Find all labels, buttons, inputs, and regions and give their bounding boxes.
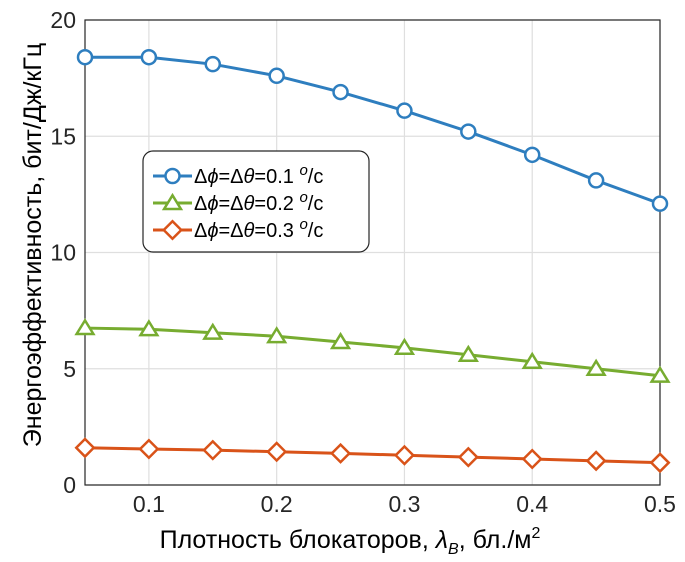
circle-marker xyxy=(140,48,158,66)
triangle-marker xyxy=(585,358,607,376)
x-axis-label: Плотность блокаторов, λB, бл./м2 xyxy=(160,525,541,558)
y-axis-label: Энергоэффективность, бит/Дж/кГц xyxy=(19,43,47,447)
diamond-marker xyxy=(202,439,224,461)
circle-marker xyxy=(396,102,413,119)
circle-marker xyxy=(76,48,94,66)
legend-box xyxy=(142,150,370,253)
series-lines xyxy=(74,48,671,474)
circle-marker xyxy=(332,83,349,101)
diamond-marker xyxy=(585,450,607,472)
circle-marker xyxy=(651,195,669,212)
y-tick-label: 20 xyxy=(50,7,76,33)
y-tick-label: 0 xyxy=(63,472,76,498)
diamond-marker xyxy=(138,438,160,460)
circle-marker xyxy=(164,167,181,185)
x-tick-label: 0.5 xyxy=(644,491,676,517)
diamond-marker xyxy=(74,437,96,459)
triangle-marker xyxy=(202,322,224,340)
triangle-marker xyxy=(649,365,671,383)
y-tick-label: 15 xyxy=(50,123,76,149)
y-tick-label: 10 xyxy=(50,240,76,266)
diamond-marker xyxy=(457,446,479,468)
plot-area-frame xyxy=(84,19,661,486)
circle-marker xyxy=(523,146,541,164)
y-tick-label: 5 xyxy=(63,356,76,382)
x-tick-label: 0.2 xyxy=(261,491,293,517)
triangle-marker xyxy=(521,351,543,369)
circle-marker xyxy=(587,172,605,189)
diamond-marker xyxy=(330,442,352,464)
series-line xyxy=(84,446,661,465)
legend-label: Δϕ=Δθ=0.3 o/с xyxy=(194,216,323,242)
triangle-marker xyxy=(161,192,184,211)
circle-marker xyxy=(460,123,477,140)
x-tick-label: 0.1 xyxy=(133,491,165,517)
series-line xyxy=(84,326,661,378)
diamond-marker xyxy=(161,219,184,241)
triangle-marker xyxy=(329,331,352,350)
circle-marker xyxy=(268,67,285,85)
triangle-marker xyxy=(266,326,288,344)
legend-label: Δϕ=Δθ=0.2 o/с xyxy=(194,189,323,215)
y-tick-labels: 0 5 10 15 20 xyxy=(50,7,76,498)
x-tick-label: 0.3 xyxy=(388,491,420,517)
legend-label: Δϕ=Δθ=0.1 o/с xyxy=(194,162,323,188)
triangle-marker xyxy=(393,337,416,356)
series-line xyxy=(85,55,661,206)
diamond-marker xyxy=(649,452,671,474)
triangle-marker xyxy=(138,319,160,337)
circle-marker xyxy=(204,55,222,73)
x-tick-labels: 0.1 0.2 0.3 0.4 0.5 xyxy=(133,491,676,517)
diamond-marker xyxy=(521,448,543,470)
legend: Δϕ=Δθ=0.1 o/сΔϕ=Δθ=0.2 o/сΔϕ=Δθ=0.3 o/с xyxy=(142,150,370,253)
triangle-marker xyxy=(74,317,96,336)
diamond-marker xyxy=(393,444,415,466)
x-tick-label: 0.4 xyxy=(516,491,548,517)
diamond-marker xyxy=(266,441,288,463)
triangle-marker xyxy=(457,344,479,362)
